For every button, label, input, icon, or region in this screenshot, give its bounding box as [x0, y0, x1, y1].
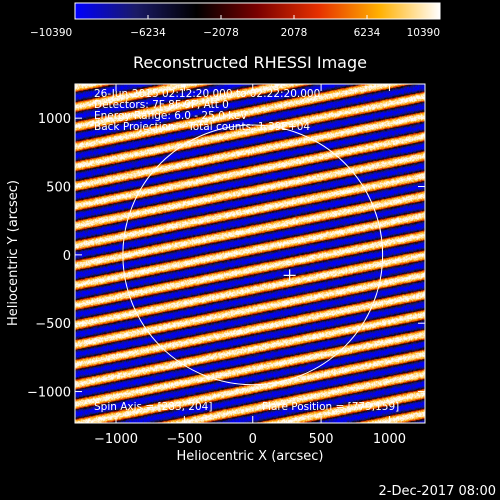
- x-tick-label: 0: [249, 432, 257, 447]
- colorbar: [74, 2, 441, 20]
- y-tick-label: −500: [35, 317, 71, 332]
- colorbar-tick-label: −2078: [203, 27, 239, 39]
- annotation-energy-range: Energy Range: 6.0 - 25.0 keV: [94, 110, 248, 122]
- heatmap-image: [75, 84, 425, 423]
- annotation-method-counts: Back Projection Total counts: 1.39E+04: [94, 121, 310, 133]
- x-tick-label: 1000: [373, 432, 406, 447]
- x-axis-label: Heliocentric X (arcsec): [177, 449, 324, 464]
- chart-title: Reconstructed RHESSI Image: [133, 53, 367, 72]
- colorbar-tick-label: −6234: [130, 27, 166, 39]
- flare-position-marker: [283, 269, 296, 282]
- annotation-block: 26-Jun-2015 02:12:20.000 to 02:22:20.000…: [94, 88, 320, 133]
- plot-frame: [74, 83, 426, 424]
- colorbar-ticks: −10390 −6234 −2078 2078 6234 10390: [30, 15, 441, 39]
- annotation-flare-position: Flare Position = [779,159]: [262, 401, 399, 413]
- y-tick-label: 500: [46, 181, 71, 196]
- footer-date: 2-Dec-2017 08:00: [379, 484, 497, 499]
- x-tick-label: −1000: [94, 432, 138, 447]
- colorbar-tick-label: 2078: [281, 27, 308, 39]
- x-axis-ticks: −1000 −500 0 500 1000: [94, 84, 406, 447]
- solar-limb-circle: [122, 124, 384, 386]
- annotation-spin-axis: Spin Axis = [283, 204]: [94, 401, 212, 413]
- annotation-detectors: Detectors: 7F 8F 9F, Att 0: [94, 99, 229, 111]
- y-axis-ticks: −1000 −500 0 500 1000: [27, 112, 425, 401]
- y-tick-label: 1000: [38, 112, 71, 127]
- y-tick-label: 0: [63, 249, 71, 264]
- y-tick-label: −1000: [27, 386, 71, 401]
- annotation-time-range: 26-Jun-2015 02:12:20.000 to 02:22:20.000: [94, 88, 320, 100]
- colorbar-tick-label: 6234: [354, 27, 381, 39]
- x-tick-label: −500: [167, 432, 203, 447]
- x-tick-label: 500: [309, 432, 334, 447]
- colorbar-tick-label: −10390: [30, 27, 72, 39]
- colorbar-tick-label: 10390: [407, 27, 440, 39]
- y-axis-label: Heliocentric Y (arcsec): [6, 180, 21, 326]
